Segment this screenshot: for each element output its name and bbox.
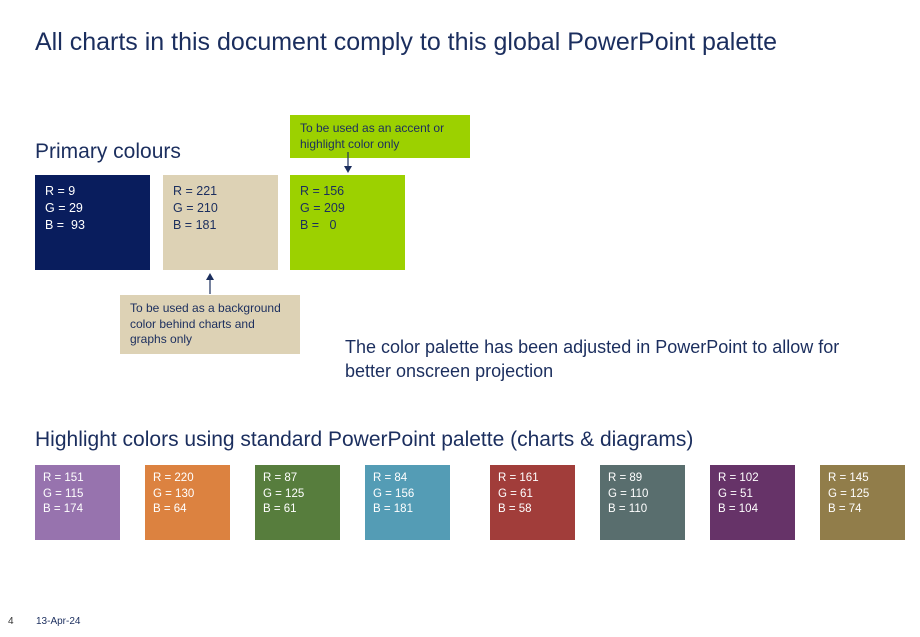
swatch-rgb-label: R = 151 G = 115 B = 174 bbox=[43, 471, 84, 518]
swatch-rgb-label: R = 220 G = 130 B = 64 bbox=[153, 471, 194, 518]
color-swatch: R = 221 G = 210 B = 181 bbox=[163, 175, 278, 270]
swatch-rgb-label: R = 221 G = 210 B = 181 bbox=[173, 183, 218, 234]
color-swatch: R = 89 G = 110 B = 110 bbox=[600, 465, 685, 540]
arrow-down-icon bbox=[342, 152, 354, 174]
swatch-rgb-label: R = 9 G = 29 B = 93 bbox=[45, 183, 85, 234]
swatch-rgb-label: R = 161 G = 61 B = 58 bbox=[498, 471, 539, 518]
color-swatch: R = 151 G = 115 B = 174 bbox=[35, 465, 120, 540]
section-highlight-heading: Highlight colors using standard PowerPoi… bbox=[35, 428, 693, 452]
color-swatch: R = 87 G = 125 B = 61 bbox=[255, 465, 340, 540]
color-swatch: R = 102 G = 51 B = 104 bbox=[710, 465, 795, 540]
swatch-rgb-label: R = 156 G = 209 B = 0 bbox=[300, 183, 345, 234]
footer-page-number: 4 bbox=[8, 616, 14, 627]
color-swatch: R = 161 G = 61 B = 58 bbox=[490, 465, 575, 540]
swatch-rgb-label: R = 87 G = 125 B = 61 bbox=[263, 471, 304, 518]
callout-background-text: To be used as a background color behind … bbox=[130, 301, 281, 346]
color-swatch: R = 156 G = 209 B = 0 bbox=[290, 175, 405, 270]
page-title: All charts in this document comply to th… bbox=[35, 28, 777, 57]
color-swatch: R = 220 G = 130 B = 64 bbox=[145, 465, 230, 540]
swatch-rgb-label: R = 102 G = 51 B = 104 bbox=[718, 471, 759, 518]
color-swatch: R = 84 G = 156 B = 181 bbox=[365, 465, 450, 540]
palette-note: The color palette has been adjusted in P… bbox=[345, 335, 885, 384]
arrow-up-icon bbox=[204, 272, 216, 294]
footer-date: 13-Apr-24 bbox=[36, 616, 80, 627]
color-swatch: R = 145 G = 125 B = 74 bbox=[820, 465, 905, 540]
swatch-rgb-label: R = 145 G = 125 B = 74 bbox=[828, 471, 869, 518]
callout-accent-text: To be used as an accent or highlight col… bbox=[300, 121, 444, 151]
callout-accent: To be used as an accent or highlight col… bbox=[290, 115, 470, 158]
swatch-rgb-label: R = 89 G = 110 B = 110 bbox=[608, 471, 648, 518]
color-swatch: R = 9 G = 29 B = 93 bbox=[35, 175, 150, 270]
callout-background: To be used as a background color behind … bbox=[120, 295, 300, 354]
swatch-rgb-label: R = 84 G = 156 B = 181 bbox=[373, 471, 414, 518]
section-primary-heading: Primary colours bbox=[35, 140, 181, 164]
